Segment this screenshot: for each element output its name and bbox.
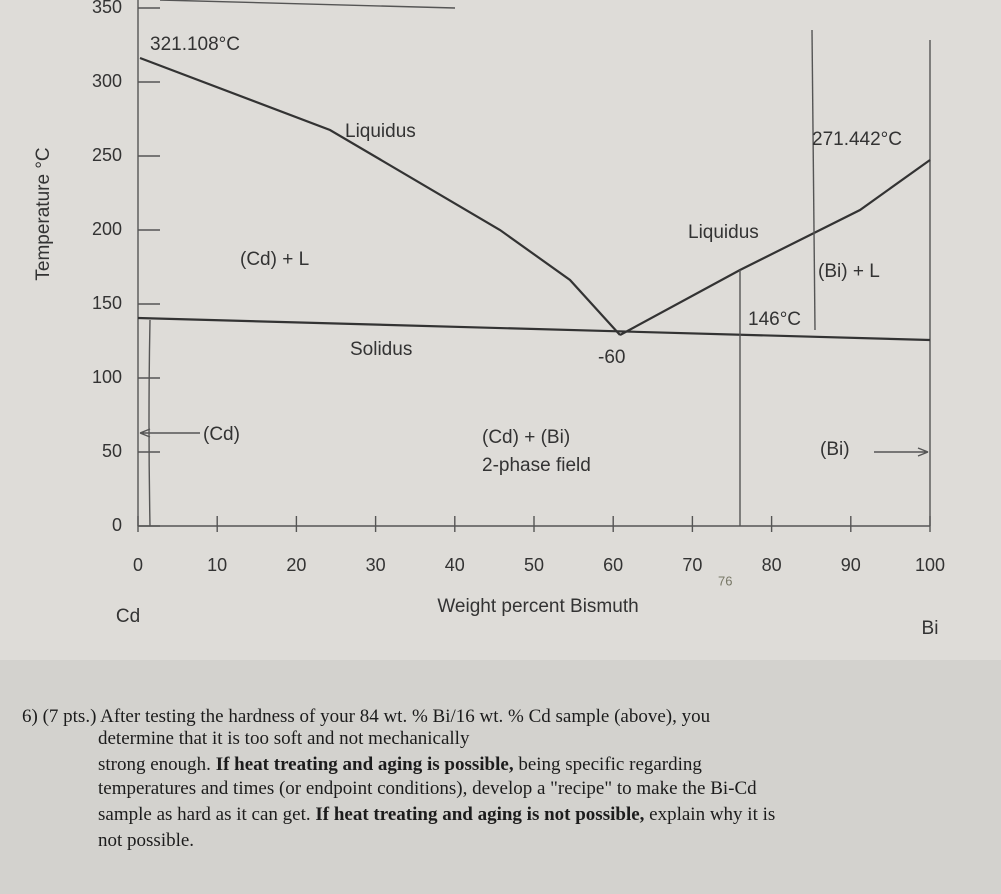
question-text: If heat treating and aging is possible,	[216, 754, 514, 775]
two-phase-label: 2-phase field	[482, 455, 591, 476]
question-text: sample as hard as it can get.	[98, 804, 315, 825]
cd-arrow	[139, 428, 200, 438]
question-text: explain why it is	[644, 804, 775, 825]
question-line: 6) (7 pts.) After testing the hardness o…	[22, 706, 711, 727]
question-text: 6) (7 pts.) After testing the hardness o…	[22, 706, 711, 727]
x-tick-label: 30	[366, 555, 386, 575]
x-tick-label: 50	[524, 555, 544, 575]
y-tick-label: 350	[92, 0, 122, 17]
x-tick-label: 40	[445, 555, 465, 575]
two-phase-label: (Cd) + (Bi)	[482, 427, 570, 448]
x-axis-label: Weight percent Bismuth	[437, 596, 638, 617]
bi-arrow	[874, 447, 929, 457]
x-tick-label: 70	[682, 555, 702, 575]
question-text: not possible.	[98, 830, 194, 851]
bi-region-label: (Bi)	[820, 439, 850, 460]
cd-melting: 321.108°C	[150, 34, 240, 55]
question-line: determine that it is too soft and not me…	[98, 728, 470, 749]
y-tick-label: 150	[92, 293, 122, 313]
question-text: If heat treating and aging is not possib…	[315, 804, 644, 825]
question-line: strong enough. If heat treating and agin…	[98, 754, 702, 775]
x-tick-label: 20	[286, 555, 306, 575]
solidus-line	[137, 316, 931, 342]
paper-lower	[0, 660, 1001, 894]
question-text: temperatures and times (or endpoint cond…	[98, 778, 757, 799]
question-line: not possible.	[98, 830, 194, 851]
liquidus-left-label: Liquidus	[345, 121, 416, 142]
eutectic-comp: -60	[598, 347, 625, 368]
right-end-label: Bi	[922, 618, 939, 639]
cd-region-label: (Cd)	[203, 424, 240, 445]
cd-plus-l-label: (Cd) + L	[240, 249, 309, 270]
handwritten-mark: 76	[718, 573, 732, 588]
cd-solvus	[148, 319, 151, 527]
question-text: strong enough.	[98, 754, 216, 775]
x-tick-label: 100	[915, 555, 945, 575]
top-line	[159, 0, 456, 9]
liquidus-right-label: Liquidus	[688, 222, 759, 243]
x-tick-label: 10	[207, 555, 227, 575]
x-tick-label: 60	[603, 555, 623, 575]
question-line: temperatures and times (or endpoint cond…	[98, 778, 757, 799]
solidus-label: Solidus	[350, 339, 412, 360]
liquidus-right-curve	[619, 159, 931, 336]
x-tick-label: 0	[133, 555, 143, 575]
y-axis-label: Temperature °C	[33, 147, 54, 280]
y-tick-label: 200	[92, 219, 122, 239]
liquidus-left-curve	[139, 56, 621, 336]
question-line: sample as hard as it can get. If heat tr…	[98, 804, 775, 825]
y-tick-label: 50	[102, 441, 122, 461]
eutectic-temp: 146°C	[748, 309, 801, 330]
x-tick-label: 90	[841, 555, 861, 575]
question-text: determine that it is too soft and not me…	[98, 728, 470, 749]
left-end-label: Cd	[116, 606, 140, 627]
question-text: being specific regarding	[514, 754, 703, 775]
bi-plus-l-label: (Bi) + L	[818, 261, 880, 282]
y-tick-label: 250	[92, 145, 122, 165]
y-tick-label: 0	[112, 515, 122, 535]
solvus-line	[811, 29, 816, 331]
x-tick-label: 80	[762, 555, 782, 575]
y-tick-label: 300	[92, 71, 122, 91]
ticks: 0 50 100 150 200 250 300 350 0 10 20 30 40 50 60 70 80 90…	[92, 0, 945, 575]
bi-melting: 271.442°C	[812, 129, 902, 150]
diagram: Temperature °C Weight percent Bismuth Cd…	[33, 0, 945, 639]
question: 6) (7 pts.) After testing the hardness o…	[22, 706, 775, 851]
y-tick-label: 100	[92, 367, 122, 387]
